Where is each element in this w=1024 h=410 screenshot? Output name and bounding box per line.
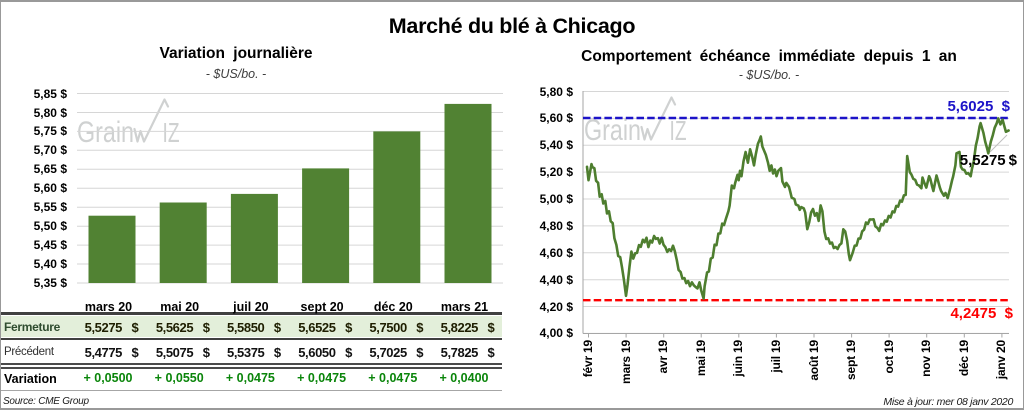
- svg-text:IZ: IZ: [670, 115, 687, 146]
- svg-text:Grain: Grain: [584, 114, 641, 147]
- svg-text:Grain: Grain: [77, 116, 134, 149]
- svg-text:IZ: IZ: [163, 117, 180, 148]
